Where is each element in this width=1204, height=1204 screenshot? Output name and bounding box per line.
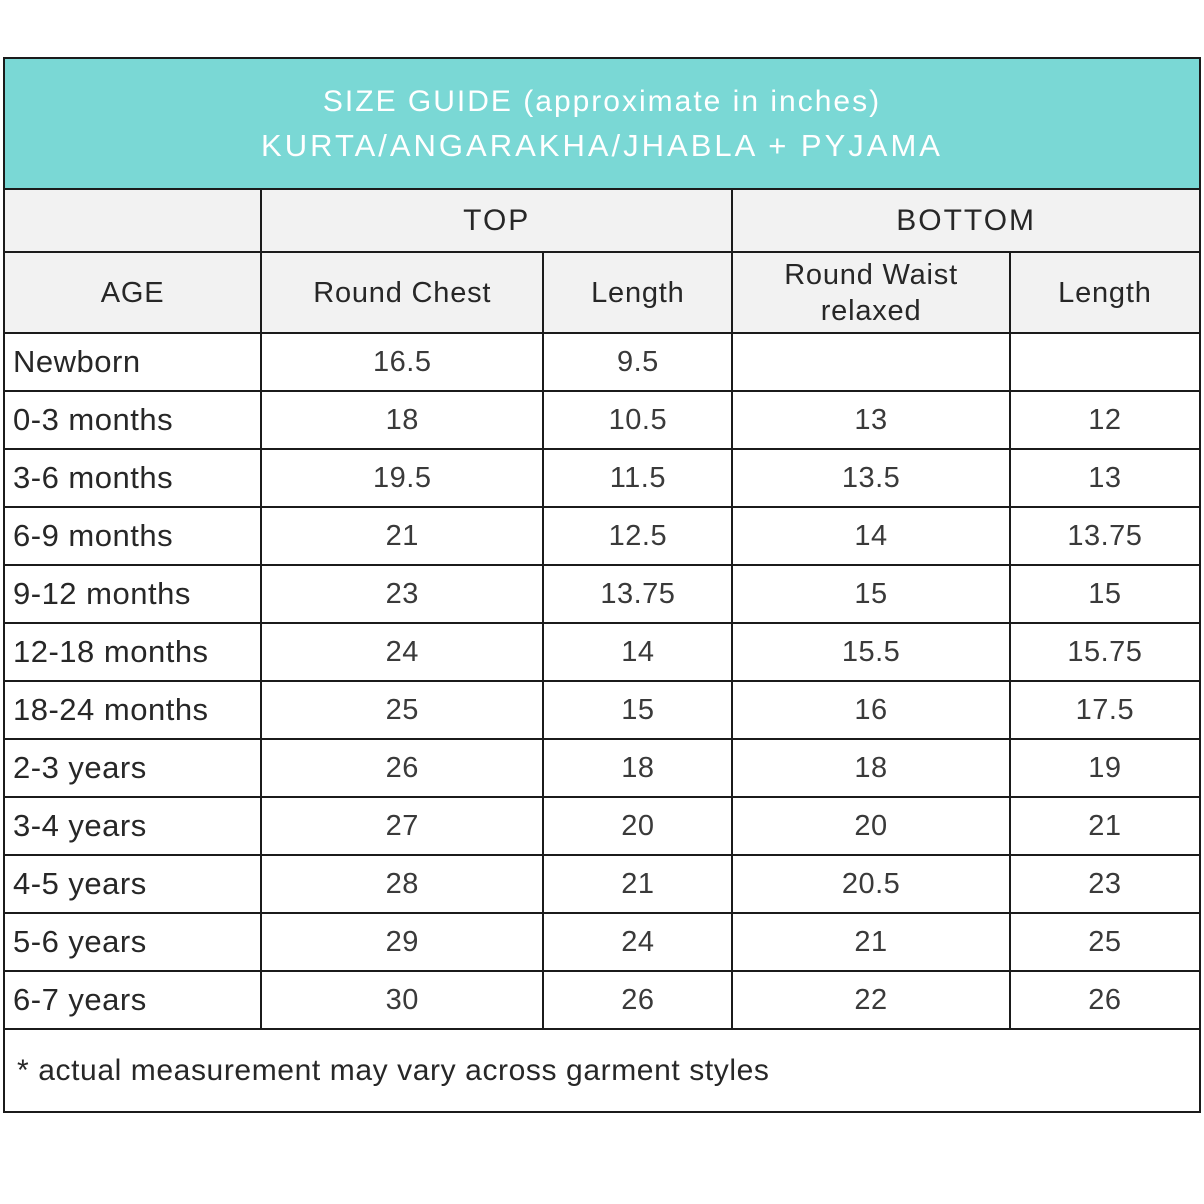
- top-length-cell: 10.5: [542, 390, 734, 450]
- round-waist-cell: 20: [731, 796, 1011, 856]
- group-header-row: TOP BOTTOM: [2, 188, 1201, 253]
- round-chest-cell: 27: [260, 796, 545, 856]
- title-line-2: KURTA/ANGARAKHA/JHABLA + PYJAMA: [261, 127, 943, 163]
- top-length-cell: 9.5: [542, 332, 734, 392]
- group-header-bottom: BOTTOM: [731, 188, 1201, 253]
- round-waist-cell: 21: [731, 912, 1011, 972]
- round-chest-cell: 23: [260, 564, 545, 624]
- age-cell: 6-7 years: [2, 970, 263, 1030]
- bottom-length-cell: 25: [1008, 912, 1202, 972]
- bottom-length-cell: 15.75: [1008, 622, 1202, 682]
- age-cell: 0-3 months: [2, 390, 263, 450]
- round-chest-cell: 26: [260, 738, 545, 798]
- top-length-cell: 11.5: [542, 448, 734, 508]
- top-length-cell: 18: [542, 738, 734, 798]
- round-waist-cell: 13: [731, 390, 1011, 450]
- table-row: 18-24 months 25 15 16 17.5: [2, 680, 1202, 740]
- round-waist-cell: 13.5: [731, 448, 1011, 508]
- round-waist-cell: 22: [731, 970, 1011, 1030]
- col-header-age: AGE: [2, 251, 263, 334]
- age-cell: 9-12 months: [2, 564, 263, 624]
- footnote: * actual measurement may vary across gar…: [3, 1028, 1201, 1113]
- age-cell: 12-18 months: [2, 622, 263, 682]
- age-cell: 3-6 months: [2, 448, 263, 508]
- round-chest-cell: 21: [260, 506, 545, 566]
- table-row: 2-3 years 26 18 18 19: [2, 738, 1202, 798]
- bottom-length-cell: 13.75: [1008, 506, 1202, 566]
- age-cell: Newborn: [2, 332, 263, 392]
- round-chest-cell: 24: [260, 622, 545, 682]
- top-length-cell: 26: [542, 970, 734, 1030]
- bottom-length-cell: 19: [1008, 738, 1202, 798]
- table-row: 12-18 months 24 14 15.5 15.75: [2, 622, 1202, 682]
- col-header-round-chest: Round Chest: [260, 251, 545, 334]
- top-length-cell: 21: [542, 854, 734, 914]
- round-chest-cell: 19.5: [260, 448, 545, 508]
- column-header-row: AGE Round Chest Length Round Waist relax…: [2, 251, 1202, 334]
- top-length-cell: 12.5: [542, 506, 734, 566]
- top-length-cell: 14: [542, 622, 734, 682]
- col-header-bottom-length: Length: [1008, 251, 1202, 334]
- bottom-length-cell: [1008, 332, 1202, 392]
- age-cell: 4-5 years: [2, 854, 263, 914]
- table-row: 9-12 months 23 13.75 15 15: [2, 564, 1202, 624]
- round-chest-cell: 29: [260, 912, 545, 972]
- size-guide-table: SIZE GUIDE (approximate in inches) KURTA…: [2, 57, 1202, 1113]
- round-chest-cell: 28: [260, 854, 545, 914]
- table-row: 0-3 months 18 10.5 13 12: [2, 390, 1202, 450]
- round-waist-cell: 15.5: [731, 622, 1011, 682]
- round-chest-cell: 16.5: [260, 332, 545, 392]
- col-header-top-length: Length: [542, 251, 734, 334]
- round-waist-cell: 18: [731, 738, 1011, 798]
- table-row: 3-4 years 27 20 20 21: [2, 796, 1202, 856]
- bottom-length-cell: 17.5: [1008, 680, 1202, 740]
- bottom-length-cell: 13: [1008, 448, 1202, 508]
- age-cell: 2-3 years: [2, 738, 263, 798]
- bottom-length-cell: 12: [1008, 390, 1202, 450]
- title-line-1: SIZE GUIDE (approximate in inches): [322, 84, 882, 118]
- round-waist-cell: [731, 332, 1011, 392]
- age-cell: 5-6 years: [2, 912, 263, 972]
- table-title-banner: SIZE GUIDE (approximate in inches) KURTA…: [3, 57, 1201, 190]
- round-waist-cell: 14: [731, 506, 1011, 566]
- age-cell: 6-9 months: [2, 506, 263, 566]
- bottom-length-cell: 26: [1008, 970, 1202, 1030]
- table-row: 5-6 years 29 24 21 25: [2, 912, 1202, 972]
- top-length-cell: 13.75: [542, 564, 734, 624]
- age-cell: 18-24 months: [2, 680, 263, 740]
- round-chest-cell: 25: [260, 680, 545, 740]
- round-waist-cell: 20.5: [731, 854, 1011, 914]
- group-header-top: TOP: [260, 188, 734, 253]
- age-cell: 3-4 years: [2, 796, 263, 856]
- table-row: 6-7 years 30 26 22 26: [2, 970, 1202, 1030]
- top-length-cell: 15: [542, 680, 734, 740]
- round-chest-cell: 30: [260, 970, 545, 1030]
- blank-corner-cell: [2, 188, 263, 253]
- round-waist-cell: 16: [731, 680, 1011, 740]
- col-header-round-waist: Round Waist relaxed: [731, 251, 1011, 334]
- round-chest-cell: 18: [260, 390, 545, 450]
- top-length-cell: 20: [542, 796, 734, 856]
- bottom-length-cell: 23: [1008, 854, 1202, 914]
- bottom-length-cell: 15: [1008, 564, 1202, 624]
- table-row: 6-9 months 21 12.5 14 13.75: [2, 506, 1202, 566]
- footnote-row: * actual measurement may vary across gar…: [3, 1028, 1201, 1113]
- top-length-cell: 24: [542, 912, 734, 972]
- round-waist-cell: 15: [731, 564, 1011, 624]
- title-row: SIZE GUIDE (approximate in inches) KURTA…: [3, 57, 1201, 190]
- table-row: 3-6 months 19.5 11.5 13.5 13: [2, 448, 1202, 508]
- table-row: Newborn 16.5 9.5: [2, 332, 1202, 392]
- table-row: 4-5 years 28 21 20.5 23: [2, 854, 1202, 914]
- bottom-length-cell: 21: [1008, 796, 1202, 856]
